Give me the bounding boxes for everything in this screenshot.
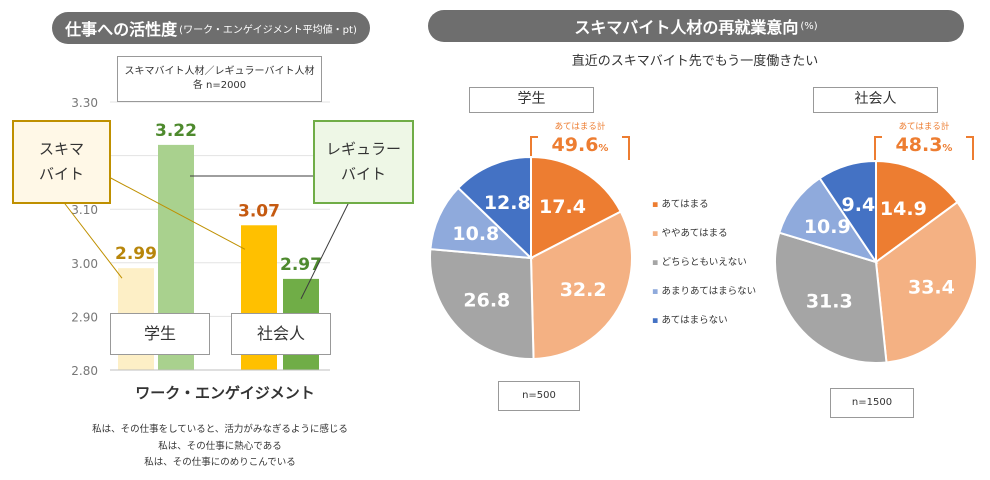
y-tick-label: 2.80 — [71, 364, 98, 378]
pie-value-label: 12.8 — [484, 192, 531, 214]
callout-regular-line2: バイト — [340, 165, 386, 183]
bar-value-label: 3.07 — [238, 201, 280, 221]
pie-value-label: 10.9 — [804, 216, 851, 238]
legend-item: ▪ あてはまらない — [652, 315, 728, 326]
callout-regular-line1: レギュラー — [325, 139, 401, 158]
pie-value-label: 9.4 — [842, 194, 876, 216]
legend-item: ▪ あまりあてはまらない — [652, 286, 757, 297]
agree-total-worker: あてはまる計 48.3% — [874, 120, 974, 160]
bar-xlabel: ワーク・エンゲイジメント — [135, 384, 315, 402]
pie-worker: 14.9 33.4 31.3 10.99.4 — [774, 159, 978, 364]
bar-legend-box: スキマバイト人材／レギュラーバイト人材 各 n=2000 — [117, 56, 322, 102]
pie-slice-student-3 — [429, 186, 534, 260]
pie-slice-student-4 — [456, 155, 532, 261]
pie-label-student: 学生 — [469, 87, 594, 113]
callout-line-sukima-student — [61, 199, 123, 279]
group-label-worker: 社会人 — [231, 313, 331, 355]
n-student: n=500 — [498, 381, 580, 411]
agree-total-value-student: 49.6 — [551, 134, 599, 156]
bar-value-label: 2.97 — [280, 255, 322, 275]
note-1: 私は、その仕事をしていると、活力がみなぎるように感じる — [92, 424, 348, 435]
left-title-note: (ワーク・エンゲイジメント平均値・pt) — [179, 24, 357, 36]
callout-sukima-line1: スキマ — [38, 139, 84, 158]
note-2: 私は、その仕事に熱心である — [158, 440, 282, 452]
agree-total-label-worker: あてはまる計 — [898, 122, 950, 132]
bar-legend-line1: スキマバイト人材／レギュラーバイト人材 — [124, 66, 315, 77]
pie-value-label: 32.2 — [560, 279, 607, 301]
bar-legend-line2: 各 n=2000 — [192, 80, 247, 91]
legend-item: ▪ どちらともいえない — [652, 257, 747, 268]
callout-line-sukima-worker — [106, 175, 246, 250]
pie-slice-worker-0 — [875, 159, 959, 264]
n-worker: n=1500 — [830, 388, 914, 418]
right-title-unit: (%) — [800, 20, 818, 32]
right-title-pill: スキマバイト人材の再就業意向 (%) — [428, 10, 964, 42]
pie-slice-worker-4 — [818, 159, 877, 266]
agree-total-student: あてはまる計 49.6% — [530, 120, 630, 160]
right-title: スキマバイト人材の再就業意向 — [574, 18, 799, 37]
group-label-student: 学生 — [110, 313, 210, 355]
left-title: 仕事への活性度 — [65, 20, 178, 39]
pie-slice-worker-2 — [774, 231, 888, 364]
pie-value-label: 26.8 — [463, 289, 510, 311]
engagement-notes: 私は、その仕事をしていると、活力がみなぎるように感じる 私は、その仕事に熱心であ… — [60, 422, 380, 472]
pie-value-label: 31.3 — [806, 291, 853, 313]
pie-student: 17.4 32.2 26.8 10.8 12.8 — [429, 155, 633, 360]
pie-value-label: 33.4 — [908, 277, 955, 299]
pie-label-worker: 社会人 — [813, 87, 938, 113]
left-title-pill: 仕事への活性度 (ワーク・エンゲイジメント平均値・pt) — [52, 12, 370, 44]
pie-slice-worker-1 — [874, 200, 978, 364]
bar-value-label: 3.22 — [155, 121, 197, 141]
note-3: 私は、その仕事にのめりこんでいる — [144, 457, 296, 469]
pie-value-label: 14.9 — [880, 198, 927, 220]
y-tick-label: 3.30 — [71, 96, 98, 110]
callout-sukima: スキマ バイト — [12, 120, 111, 204]
pie-value-label: 17.4 — [539, 196, 586, 218]
legend-item: ▪ あてはまる — [652, 199, 709, 210]
pie-slice-student-2 — [429, 248, 535, 360]
pie-slice-student-1 — [529, 210, 633, 360]
pie-slice-worker-3 — [778, 176, 879, 264]
right-subtitle: 直近のスキマバイト先でもう一度働きたい — [571, 54, 819, 69]
legend-item: ▪ ややあてはまる — [652, 228, 728, 239]
agree-total-label-student: あてはまる計 — [554, 122, 606, 132]
pie-slice-student-0 — [530, 155, 623, 260]
callout-regular: レギュラー バイト — [313, 120, 414, 204]
pie-legend: ▪ あてはまる ▪ ややあてはまる ▪ どちらともいえない ▪ あまりあてはまら… — [652, 196, 772, 341]
bar-value-label: 2.99 — [115, 244, 157, 264]
y-tick-label: 2.90 — [71, 310, 98, 324]
y-tick-label: 3.00 — [71, 257, 98, 271]
pie-value-label: 10.8 — [452, 223, 499, 245]
agree-total-value-worker: 48.3 — [895, 134, 943, 156]
callout-sukima-line2: バイト — [38, 165, 84, 183]
y-tick-label: 3.10 — [71, 203, 98, 217]
callout-line-regular-worker — [300, 199, 351, 300]
